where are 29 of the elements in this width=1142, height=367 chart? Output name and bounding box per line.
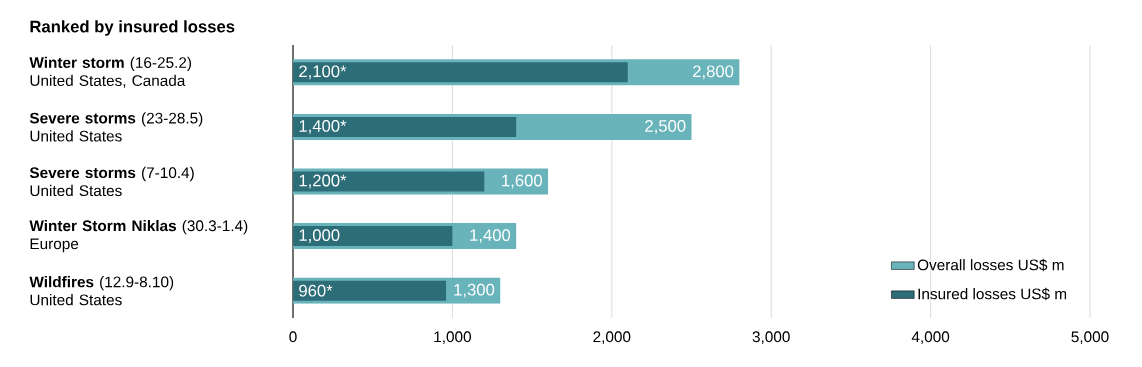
category-label: Severe storms (7-10.4) United States — [29, 166, 194, 197]
category-label: Winter Storm Niklas (30.3-1.4) Europe — [29, 219, 248, 253]
data-label: 1,000 — [299, 229, 340, 243]
bar — [293, 226, 453, 247]
bar — [293, 116, 517, 137]
bar — [293, 171, 485, 192]
x-tick-label: 0 — [289, 331, 297, 343]
data-label: 1,600 — [502, 174, 543, 189]
bar — [293, 280, 447, 301]
data-label: 960* — [299, 284, 333, 297]
category-label: Severe storms (23-28.5) United States — [29, 112, 203, 142]
y-tick-label: Wildfires (12.9-8.10) United States — [29, 276, 174, 306]
x-tick-label: 5,000 — [1071, 331, 1109, 345]
data-label: 1,400 — [470, 229, 511, 243]
text: Ranked by insured losses — [30, 20, 235, 36]
data-label: 2,800 — [693, 65, 734, 80]
data-label: 1,300 — [454, 283, 495, 298]
x-tick-label: 4,000 — [911, 331, 950, 345]
legend-label: Insured losses US$ m — [918, 287, 1067, 301]
data-label: 1,400* — [299, 120, 347, 134]
data-label: 2,500 — [645, 120, 686, 134]
y-tick-label: Winter storm (16-25.2) United States, Canada — [29, 56, 192, 88]
legend-label: Overall losses US$ m — [917, 258, 1064, 272]
x-tick-label: 3,000 — [752, 331, 790, 345]
data-label: 2,100* — [299, 65, 347, 80]
bar — [293, 62, 628, 83]
data-label: 1,200* — [299, 174, 347, 189]
x-tick-label: 1,000 — [434, 331, 471, 345]
x-tick-label: 2,000 — [593, 331, 631, 345]
